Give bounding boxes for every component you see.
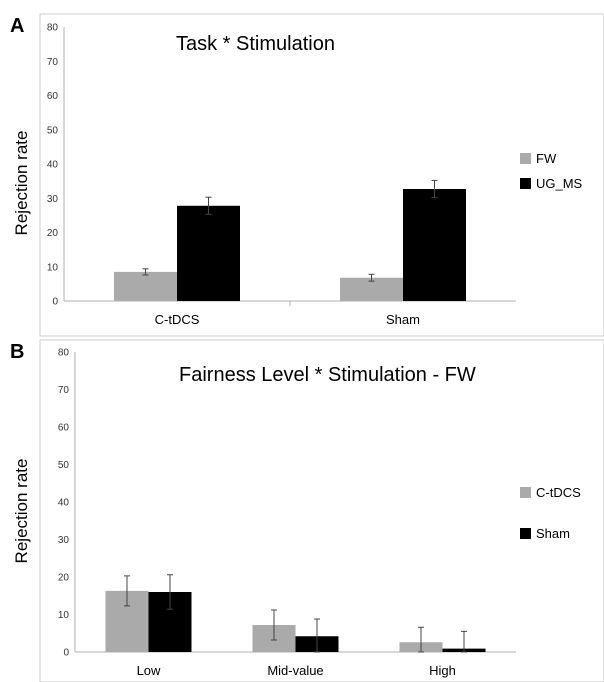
- error-bar-c-tdcs-low: [124, 575, 130, 607]
- legend-label-fw: FW: [536, 151, 557, 166]
- legend-swatch-fw: [520, 153, 531, 164]
- error-bar-sham-low: [167, 574, 173, 610]
- a-y-tick-label: 50: [47, 125, 59, 136]
- category-label-high: High: [429, 663, 456, 678]
- a-y-tick-label: 20: [47, 228, 59, 239]
- b-y-tick-label: 50: [58, 460, 70, 471]
- b-y-tick-label: 80: [58, 348, 70, 359]
- category-label-mid-value: Mid-value: [267, 663, 323, 678]
- b-y-tick-label: 60: [58, 423, 70, 434]
- panel-b-ylabel: Rejection rate: [12, 459, 31, 564]
- panel-a-ylabel: Rejection rate: [12, 131, 31, 236]
- legend-label-c-tdcs: C-tDCS: [536, 485, 581, 500]
- panel-b: B Fairness Level * Stimulation - FW Reje…: [10, 339, 604, 682]
- panel-a-bars: [114, 179, 466, 301]
- panel-a-frame: [39, 13, 604, 337]
- error-bar-fw-c-tdcs: [142, 268, 149, 276]
- error-bar-ug-ms-sham: [431, 179, 438, 199]
- b-y-tick-label: 20: [58, 573, 70, 584]
- panel-b-categories: Low Mid-value High: [137, 663, 456, 678]
- error-bar-sham-mid-value: [314, 618, 320, 653]
- b-y-tick-label: 0: [63, 648, 69, 659]
- a-y-tick-label: 40: [47, 160, 59, 171]
- legend-swatch-c-tdcs: [520, 487, 531, 498]
- b-y-tick-label: 40: [58, 498, 70, 509]
- b-y-tick-label: 30: [58, 535, 70, 546]
- bar-fw-c-tdcs: [114, 271, 177, 301]
- bar-ug-ms-sham: [403, 189, 466, 301]
- panel-a-title: Task * Stimulation: [176, 33, 335, 55]
- a-y-tick-label: 0: [52, 297, 58, 308]
- a-y-tick-label: 70: [47, 57, 59, 68]
- a-y-tick-label: 80: [47, 23, 59, 34]
- error-bar-ug-ms-c-tdcs: [205, 196, 212, 215]
- bar-fw-sham: [340, 277, 403, 301]
- panel-b-y-ticks: 0 10 20 30 40 50 60 70 80: [58, 348, 70, 659]
- panel-b-legend: C-tDCS Sham: [520, 485, 581, 541]
- panel-a-y-ticks: 0 10 20 30 40 50 60 70 80: [47, 23, 59, 308]
- category-label-low: Low: [137, 663, 161, 678]
- legend-swatch-sham: [520, 528, 531, 539]
- panel-letter-a: A: [10, 15, 24, 37]
- panel-b-frame: [39, 339, 604, 682]
- panel-b-title: Fairness Level * Stimulation - FW: [179, 364, 476, 386]
- a-y-tick-label: 60: [47, 91, 59, 102]
- panel-a: A Task * Stimulation Rejection rate 0 10 2…: [10, 13, 604, 337]
- legend-swatch-ug-ms: [520, 178, 531, 189]
- category-label-sham: Sham: [386, 312, 420, 327]
- category-label-c-tdcs: C-tDCS: [155, 312, 200, 327]
- error-bar-sham-high: [461, 630, 467, 653]
- a-y-tick-label: 30: [47, 194, 59, 205]
- panel-a-categories: C-tDCS Sham: [155, 301, 420, 327]
- b-y-tick-label: 10: [58, 610, 70, 621]
- error-bar-fw-sham: [368, 273, 375, 282]
- error-bar-c-tdcs-mid-value: [271, 609, 277, 641]
- panel-letter-b: B: [10, 341, 24, 363]
- a-y-tick-label: 10: [47, 262, 59, 273]
- panel-b-bars: [105, 574, 486, 653]
- bar-ug-ms-c-tdcs: [177, 205, 240, 301]
- legend-label-ug-ms: UG_MS: [536, 176, 583, 191]
- b-y-tick-label: 70: [58, 385, 70, 396]
- panel-a-legend: FW UG_MS: [520, 151, 583, 191]
- error-bar-c-tdcs-high: [418, 626, 424, 653]
- legend-label-sham: Sham: [536, 526, 570, 541]
